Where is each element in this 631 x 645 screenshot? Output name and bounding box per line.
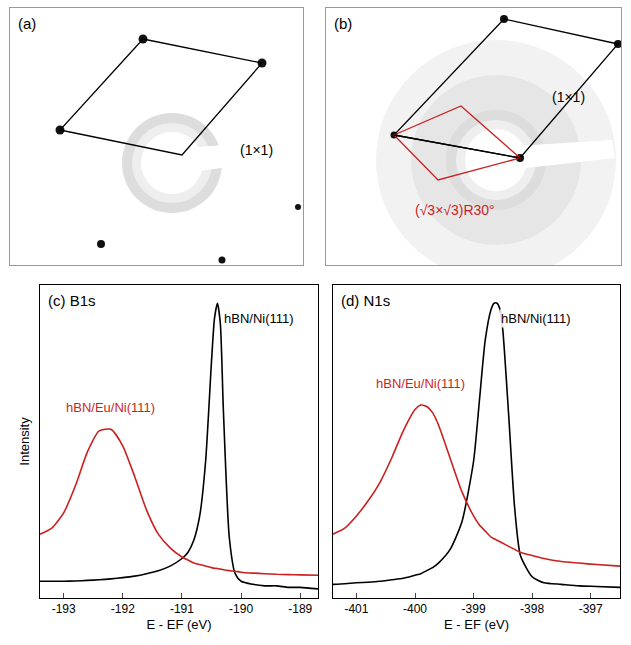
svg-text:hBN/Ni(111): hBN/Ni(111) [224, 311, 294, 326]
svg-text:E - EF (eV): E - EF (eV) [146, 617, 211, 632]
svg-text:(√3×√3)R30°: (√3×√3)R30° [415, 202, 495, 218]
svg-text:-191: -191 [170, 602, 194, 616]
svg-text:-401: -401 [344, 602, 368, 616]
svg-text:hBN/Eu/Ni(111): hBN/Eu/Ni(111) [376, 376, 465, 391]
svg-text:-399: -399 [462, 602, 486, 616]
svg-text:E - EF (eV): E - EF (eV) [444, 617, 509, 632]
svg-text:(c) B1s: (c) B1s [48, 292, 96, 309]
svg-text:hBN/Eu/Ni(111): hBN/Eu/Ni(111) [66, 400, 155, 415]
svg-text:Intensity: Intensity [17, 417, 32, 466]
svg-text:(1×1): (1×1) [240, 142, 273, 158]
svg-text:-398: -398 [520, 602, 544, 616]
svg-text:(a): (a) [18, 15, 36, 32]
svg-text:-193: -193 [52, 602, 76, 616]
svg-text:(1×1): (1×1) [552, 89, 585, 105]
svg-text:hBN/Ni(111): hBN/Ni(111) [501, 311, 571, 326]
svg-text:-400: -400 [403, 602, 427, 616]
svg-text:-192: -192 [111, 602, 135, 616]
svg-text:(b): (b) [334, 15, 352, 32]
svg-text:(d) N1s: (d) N1s [341, 292, 390, 309]
svg-text:-190: -190 [229, 602, 253, 616]
svg-text:-397: -397 [579, 602, 603, 616]
svg-text:-189: -189 [288, 602, 312, 616]
